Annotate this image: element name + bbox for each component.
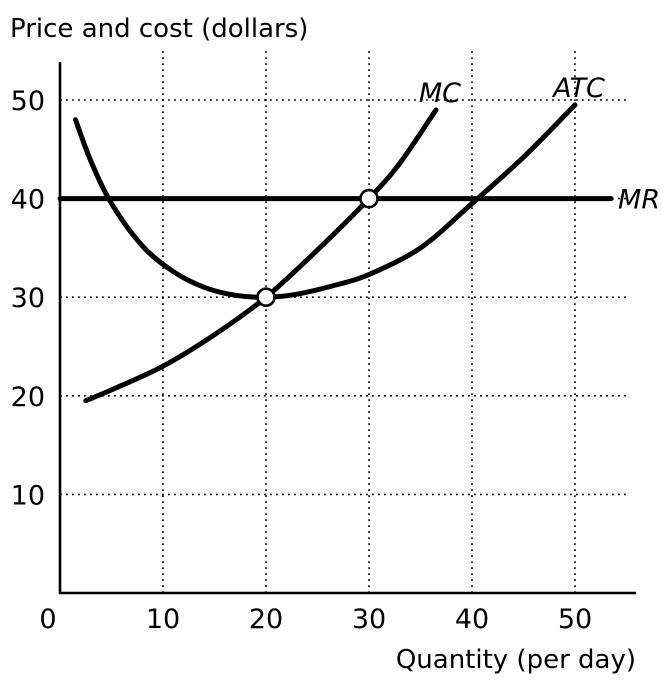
intersection-point-1 bbox=[256, 287, 276, 308]
x-tick-label: 20 bbox=[249, 604, 283, 635]
tick-labels: 10 20 30 40 50 0 10 20 30 40 50 bbox=[11, 86, 593, 635]
mc-curve bbox=[83, 107, 439, 404]
mr-curve-label: MR bbox=[618, 185, 660, 216]
x-axis-label: Quantity (per day) bbox=[396, 645, 636, 675]
intersection-point-2 bbox=[359, 188, 379, 209]
mc-curve-label: MC bbox=[419, 78, 461, 109]
atc-curve-label: ATC bbox=[551, 73, 605, 104]
curves bbox=[57, 102, 614, 404]
y-tick-label: 10 bbox=[11, 480, 45, 511]
x-tick-label: 40 bbox=[455, 604, 489, 635]
x-tick-label: 10 bbox=[146, 604, 180, 635]
y-tick-label: 40 bbox=[11, 185, 45, 216]
marked-points bbox=[256, 188, 379, 308]
y-axis-label: Price and cost (dollars) bbox=[10, 14, 308, 44]
grid bbox=[60, 50, 627, 593]
y-tick-label: 50 bbox=[11, 86, 45, 117]
x-tick-label: 30 bbox=[352, 604, 386, 635]
curve-labels: MC ATC MR bbox=[419, 73, 660, 216]
y-tick-label: 30 bbox=[11, 283, 45, 314]
y-tick-label: 20 bbox=[11, 382, 45, 413]
x-tick-label: 0 bbox=[39, 604, 56, 635]
x-tick-label: 50 bbox=[558, 604, 592, 635]
